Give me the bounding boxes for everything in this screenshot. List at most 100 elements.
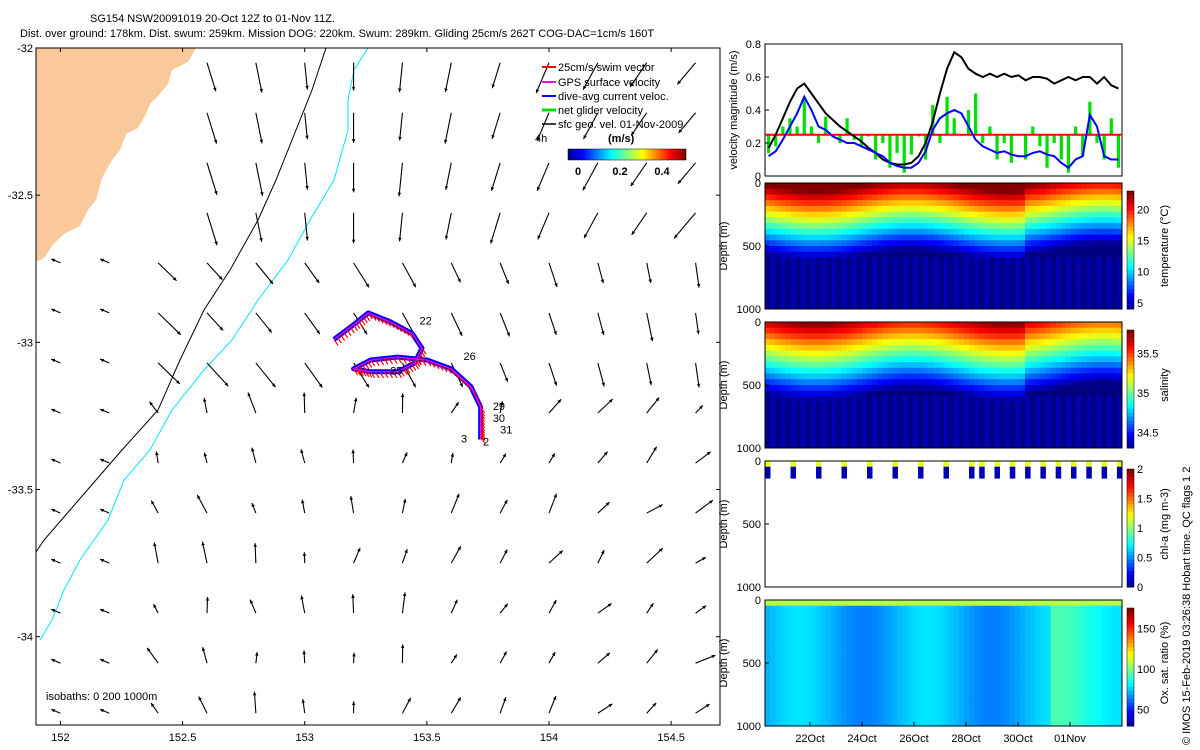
- temperature-cell: [821, 263, 827, 270]
- temperature-cell: [989, 188, 995, 195]
- temperature-cell: [790, 223, 796, 230]
- oxygen-cell: [984, 714, 990, 721]
- salinity-cell: [780, 367, 786, 374]
- salinity-cell: [790, 322, 796, 329]
- oxygen-cell: [780, 622, 786, 630]
- oxygen-cell: [877, 697, 883, 704]
- temperature-cell: [989, 280, 995, 287]
- temperature-cell: [872, 291, 878, 298]
- oxygen-cell: [810, 617, 817, 624]
- salinity-cell: [1091, 327, 1097, 334]
- temperature-cell: [1009, 286, 1016, 293]
- swim-vector-mark: [430, 361, 436, 368]
- salinity-cell: [775, 413, 781, 420]
- temperature-cell: [999, 291, 1006, 298]
- salinity-cell: [795, 413, 802, 420]
- salinity-cell: [943, 322, 949, 329]
- temperature-cell: [938, 280, 944, 287]
- geo-velocity-arrow: [583, 212, 599, 239]
- salinity-cell: [780, 436, 786, 443]
- salinity-cell: [831, 322, 837, 329]
- oxygen-cell: [897, 685, 904, 693]
- temperature-cell: [979, 263, 985, 270]
- temperature-cell: [999, 268, 1006, 276]
- temperature-cell: [810, 257, 817, 264]
- salinity-cell: [948, 407, 955, 415]
- temperature-cell: [892, 297, 898, 304]
- temperature-cell: [948, 234, 955, 241]
- salinity-cell: [856, 327, 863, 334]
- salinity-cell: [887, 367, 893, 374]
- oxygen-cell: [948, 611, 955, 618]
- oxygen-cell: [836, 611, 842, 618]
- salinity-cell: [923, 396, 929, 403]
- salinity-cell: [872, 333, 878, 340]
- oxygen-cell: [958, 703, 965, 710]
- salinity-cell: [856, 373, 863, 380]
- salinity-cell: [872, 379, 878, 386]
- salinity-cell: [918, 385, 924, 392]
- oxygen-cell: [795, 697, 802, 704]
- oxygen-cell: [938, 674, 944, 681]
- swim-vector-mark: [346, 329, 352, 336]
- salinity-cell: [1020, 322, 1026, 329]
- salinity-cell: [877, 350, 883, 357]
- salinity-cell: [1101, 430, 1108, 437]
- oxygen-cell: [969, 657, 975, 664]
- oxygen-cell: [790, 685, 796, 693]
- temperature-cell: [902, 188, 909, 195]
- oxygen-cell: [861, 651, 868, 658]
- oxygen-cell: [963, 674, 970, 681]
- salinity-cell: [994, 385, 1000, 392]
- temperature-cell: [984, 297, 990, 304]
- salinity-cell: [1035, 327, 1041, 334]
- temperature-cell: [1065, 268, 1072, 276]
- salinity-cell: [1020, 425, 1026, 432]
- temperature-cell: [1045, 280, 1051, 287]
- temperature-cell: [1040, 205, 1046, 213]
- temperature-cell: [1009, 297, 1016, 304]
- temperature-cell: [795, 286, 802, 293]
- oxygen-cell: [902, 674, 909, 681]
- salinity-cell: [1111, 344, 1118, 352]
- temperature-cell: [867, 251, 873, 258]
- oxygen-cell: [912, 680, 919, 687]
- temperature-cell: [856, 188, 863, 195]
- temperature-cell: [795, 303, 802, 310]
- oxygen-cell: [877, 720, 883, 727]
- oxygen-cell: [938, 634, 944, 641]
- temperature-cell: [775, 194, 781, 201]
- oxygen-cell: [861, 685, 868, 693]
- temperature-cell: [1050, 228, 1057, 235]
- map-x-tick-label: 154.5: [657, 732, 685, 744]
- oxygen-cell: [805, 651, 812, 658]
- oxygen-cell: [979, 668, 985, 675]
- geo-velocity-arrowhead: [404, 452, 408, 457]
- temperature-cell: [938, 200, 944, 207]
- oxygen-cell: [775, 663, 781, 670]
- salinity-cell: [974, 339, 980, 346]
- salinity-colorbar-cell: [1127, 436, 1134, 441]
- oxygen-cell: [810, 634, 817, 641]
- oxygen-cell: [836, 600, 842, 607]
- temperature-cell: [800, 268, 807, 276]
- salinity-cell: [974, 379, 980, 386]
- salinity-cell: [810, 419, 817, 426]
- oxygen-cell: [979, 680, 985, 687]
- temperature-cell: [938, 223, 944, 230]
- temperature-cell: [1040, 194, 1046, 201]
- swim-vector-mark: [405, 367, 411, 374]
- salinity-cell: [958, 442, 965, 449]
- oxygen-cell: [984, 634, 990, 641]
- salinity-cell: [1106, 419, 1113, 426]
- temperature-cell: [1076, 274, 1082, 281]
- temperature-cell: [989, 246, 995, 253]
- salinity-cell: [897, 362, 904, 369]
- oxygen-cell: [765, 657, 771, 664]
- temperature-cell: [790, 200, 796, 207]
- oxygen-cell: [943, 674, 949, 681]
- geo-velocity-arrow: [399, 112, 403, 141]
- geo-velocity-arrowhead: [201, 541, 205, 546]
- temperature-cell: [1086, 274, 1092, 281]
